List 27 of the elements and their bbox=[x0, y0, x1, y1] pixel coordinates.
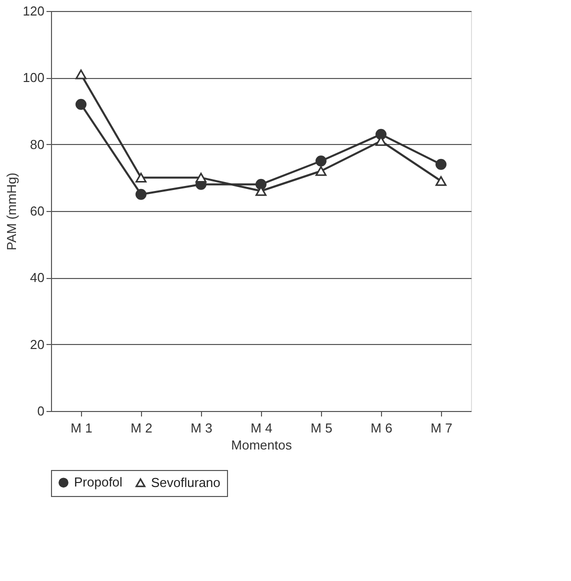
y-tick-label: 100 bbox=[22, 70, 44, 86]
point bbox=[76, 69, 86, 80]
x-axis-title: Momentos bbox=[231, 438, 292, 452]
point bbox=[436, 176, 446, 186]
point bbox=[136, 188, 146, 200]
x-tick-label: M 5 bbox=[310, 420, 332, 436]
x-tick-label: M 1 bbox=[70, 420, 92, 436]
x-tick-label: M 7 bbox=[430, 420, 452, 436]
x-tick-label: M 3 bbox=[190, 420, 212, 436]
x-tick-label: M 4 bbox=[250, 420, 272, 436]
y-tick-label: 120 bbox=[22, 4, 44, 18]
y-tick-label: 40 bbox=[30, 270, 44, 286]
point bbox=[316, 156, 326, 166]
y-tick-label: 0 bbox=[37, 404, 44, 418]
point bbox=[436, 158, 446, 170]
x-tick-label: M 6 bbox=[370, 420, 392, 436]
x-tick-label: M 2 bbox=[130, 420, 152, 436]
legend-label: Sevoflurano bbox=[151, 474, 220, 490]
y-axis-title: PAM (mmHg) bbox=[4, 172, 19, 250]
point bbox=[76, 98, 86, 110]
y-tick-label: 80 bbox=[30, 136, 44, 152]
legend-label: Propofol bbox=[74, 474, 123, 490]
point bbox=[196, 172, 206, 183]
point bbox=[136, 172, 146, 183]
y-tick-label: 60 bbox=[30, 204, 44, 218]
y-tick-label: 20 bbox=[30, 336, 44, 352]
point bbox=[316, 166, 326, 176]
